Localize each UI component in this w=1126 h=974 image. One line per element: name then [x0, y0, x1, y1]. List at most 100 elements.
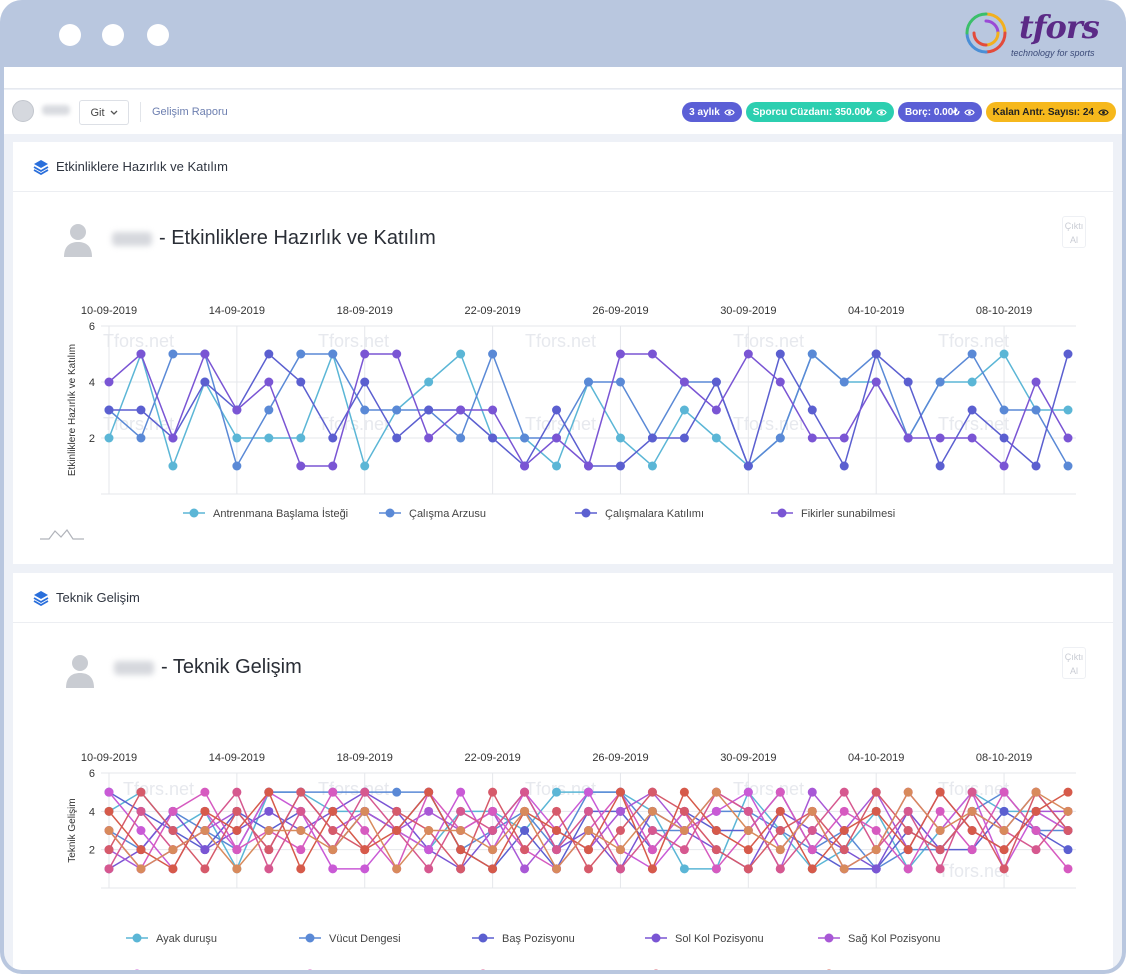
data-point[interactable]	[552, 787, 562, 797]
data-point[interactable]	[424, 826, 434, 835]
data-point[interactable]	[392, 826, 402, 835]
data-point[interactable]	[328, 349, 338, 359]
status-badge[interactable]: Kalan Antr. Sayısı: 24	[985, 102, 1116, 122]
data-point[interactable]	[296, 845, 306, 855]
data-point[interactable]	[296, 864, 306, 874]
data-point[interactable]	[552, 826, 562, 835]
data-point[interactable]	[999, 845, 1009, 855]
data-point[interactable]	[743, 461, 753, 471]
data-point[interactable]	[615, 864, 625, 874]
data-point[interactable]	[392, 787, 402, 797]
data-point[interactable]	[775, 806, 785, 816]
data-point[interactable]	[1063, 845, 1073, 855]
data-point[interactable]	[360, 826, 370, 835]
data-point[interactable]	[104, 864, 114, 874]
data-point[interactable]	[615, 787, 625, 797]
data-point[interactable]	[615, 845, 625, 855]
data-point[interactable]	[839, 806, 849, 816]
data-point[interactable]	[392, 433, 402, 443]
data-point[interactable]	[232, 845, 242, 855]
data-point[interactable]	[807, 349, 817, 359]
data-point[interactable]	[456, 806, 466, 816]
data-point[interactable]	[679, 405, 689, 415]
data-point[interactable]	[967, 826, 977, 835]
legend-item[interactable]: Nişan Alma	[818, 969, 905, 970]
window-dot-maximize[interactable]	[147, 24, 169, 46]
status-badge[interactable]: 3 aylık	[682, 102, 742, 122]
data-point[interactable]	[360, 806, 370, 816]
data-point[interactable]	[615, 461, 625, 471]
data-point[interactable]	[871, 826, 881, 835]
data-point[interactable]	[104, 377, 114, 387]
data-point[interactable]	[743, 806, 753, 816]
data-point[interactable]	[264, 864, 274, 874]
data-point[interactable]	[999, 461, 1009, 471]
data-point[interactable]	[136, 806, 146, 816]
data-point[interactable]	[520, 433, 530, 443]
data-point[interactable]	[1031, 377, 1041, 387]
data-point[interactable]	[839, 845, 849, 855]
data-point[interactable]	[200, 787, 210, 797]
data-point[interactable]	[679, 433, 689, 443]
data-point[interactable]	[615, 433, 625, 443]
legend-item[interactable]: Sol Kol Pozisyonu	[645, 933, 764, 945]
data-point[interactable]	[615, 349, 625, 359]
data-point[interactable]	[360, 405, 370, 415]
data-point[interactable]	[935, 806, 945, 816]
data-point[interactable]	[1063, 405, 1073, 415]
status-badge[interactable]: Borç: 0.00₺	[897, 102, 982, 122]
data-point[interactable]	[647, 864, 657, 874]
data-point[interactable]	[935, 461, 945, 471]
user-avatar[interactable]	[12, 100, 34, 122]
data-point[interactable]	[328, 826, 338, 835]
data-point[interactable]	[743, 845, 753, 855]
data-point[interactable]	[136, 787, 146, 797]
data-point[interactable]	[456, 349, 466, 359]
data-point[interactable]	[584, 461, 593, 471]
data-point[interactable]	[711, 845, 721, 855]
data-point[interactable]	[200, 864, 210, 874]
data-point[interactable]	[1031, 787, 1041, 797]
data-point[interactable]	[136, 826, 146, 835]
window-dot-minimize[interactable]	[102, 24, 124, 46]
data-point[interactable]	[200, 845, 210, 855]
data-point[interactable]	[743, 349, 753, 359]
data-point[interactable]	[711, 864, 721, 874]
data-point[interactable]	[839, 461, 849, 471]
data-point[interactable]	[136, 845, 146, 855]
data-point[interactable]	[807, 405, 817, 415]
data-point[interactable]	[584, 806, 593, 816]
data-point[interactable]	[743, 864, 753, 874]
data-point[interactable]	[807, 787, 817, 797]
data-point[interactable]	[903, 806, 913, 816]
data-point[interactable]	[839, 377, 849, 387]
data-point[interactable]	[935, 845, 945, 855]
data-point[interactable]	[1063, 826, 1073, 835]
data-point[interactable]	[647, 826, 657, 835]
data-point[interactable]	[552, 461, 562, 471]
data-point[interactable]	[552, 864, 562, 874]
data-point[interactable]	[999, 806, 1009, 816]
data-point[interactable]	[168, 806, 178, 816]
data-point[interactable]	[935, 826, 945, 835]
data-point[interactable]	[328, 864, 338, 874]
data-point[interactable]	[903, 864, 913, 874]
data-point[interactable]	[615, 377, 625, 387]
data-point[interactable]	[232, 806, 242, 816]
data-point[interactable]	[967, 845, 977, 855]
data-point[interactable]	[424, 433, 434, 443]
data-point[interactable]	[1031, 461, 1041, 471]
data-point[interactable]	[168, 349, 178, 359]
data-point[interactable]	[871, 787, 881, 797]
data-point[interactable]	[488, 433, 498, 443]
data-point[interactable]	[615, 826, 625, 835]
export-button[interactable]: Çıktı Al	[1062, 647, 1086, 679]
data-point[interactable]	[967, 433, 977, 443]
data-point[interactable]	[136, 405, 146, 415]
data-point[interactable]	[200, 349, 210, 359]
data-point[interactable]	[488, 806, 498, 816]
data-point[interactable]	[967, 349, 977, 359]
data-point[interactable]	[935, 787, 945, 797]
data-point[interactable]	[456, 845, 466, 855]
data-point[interactable]	[456, 405, 466, 415]
